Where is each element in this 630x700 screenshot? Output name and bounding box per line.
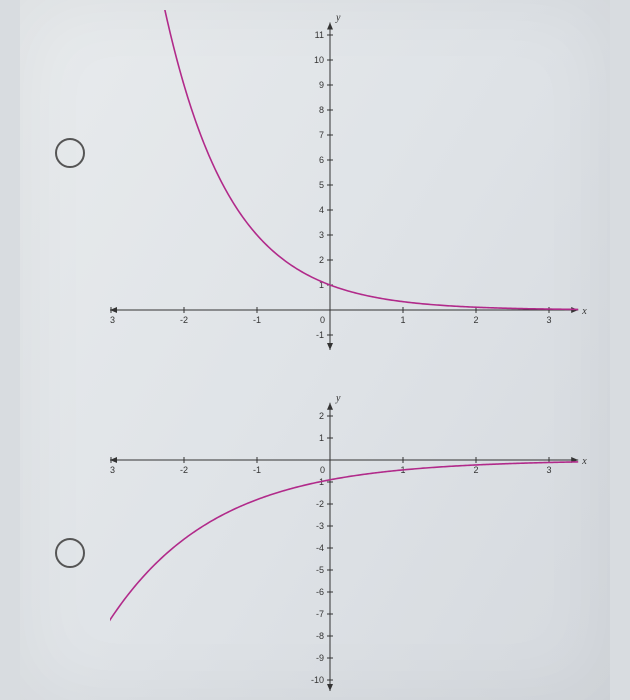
svg-text:2: 2 (319, 255, 324, 265)
svg-text:-7: -7 (316, 609, 324, 619)
svg-text:3: 3 (546, 315, 551, 325)
svg-text:2: 2 (473, 465, 478, 475)
svg-text:-2: -2 (316, 499, 324, 509)
svg-text:2: 2 (473, 315, 478, 325)
chart-top: xy-3-2-101231234567891011-1 (110, 10, 610, 350)
svg-text:-4: -4 (316, 543, 324, 553)
svg-text:-3: -3 (110, 465, 115, 475)
radio-option-bottom[interactable] (55, 538, 85, 568)
svg-text:-1: -1 (253, 315, 261, 325)
svg-text:-6: -6 (316, 587, 324, 597)
svg-text:2: 2 (319, 411, 324, 421)
svg-text:5: 5 (319, 180, 324, 190)
svg-text:-3: -3 (110, 315, 115, 325)
svg-text:10: 10 (314, 55, 324, 65)
svg-text:8: 8 (319, 105, 324, 115)
svg-text:-9: -9 (316, 653, 324, 663)
svg-text:7: 7 (319, 130, 324, 140)
svg-text:0: 0 (320, 465, 325, 475)
svg-text:1: 1 (319, 433, 324, 443)
svg-text:-1: -1 (253, 465, 261, 475)
chart-paper: xy-3-2-101231234567891011-1 xy-3-2-10123… (20, 0, 610, 700)
svg-text:9: 9 (319, 80, 324, 90)
svg-text:4: 4 (319, 205, 324, 215)
svg-text:-8: -8 (316, 631, 324, 641)
svg-text:x: x (581, 306, 587, 317)
svg-text:-2: -2 (180, 465, 188, 475)
svg-text:-1: -1 (316, 330, 324, 340)
svg-text:y: y (335, 393, 341, 404)
svg-text:-2: -2 (180, 315, 188, 325)
radio-option-top[interactable] (55, 138, 85, 168)
svg-text:6: 6 (319, 155, 324, 165)
svg-text:1: 1 (400, 315, 405, 325)
svg-text:3: 3 (546, 465, 551, 475)
svg-text:0: 0 (320, 315, 325, 325)
svg-text:-10: -10 (311, 675, 324, 685)
svg-text:-5: -5 (316, 565, 324, 575)
svg-text:x: x (581, 456, 587, 467)
chart-bottom-curve (110, 462, 578, 642)
svg-text:y: y (335, 13, 341, 24)
chart-top-curve (110, 10, 578, 309)
svg-text:-3: -3 (316, 521, 324, 531)
chart-top-axes: xy-3-2-101231234567891011-1 (110, 13, 587, 351)
chart-bottom: xy-3-2-1012312-1-2-3-4-5-6-7-8-9-10 (110, 390, 610, 700)
svg-text:3: 3 (319, 230, 324, 240)
svg-text:11: 11 (315, 30, 324, 40)
